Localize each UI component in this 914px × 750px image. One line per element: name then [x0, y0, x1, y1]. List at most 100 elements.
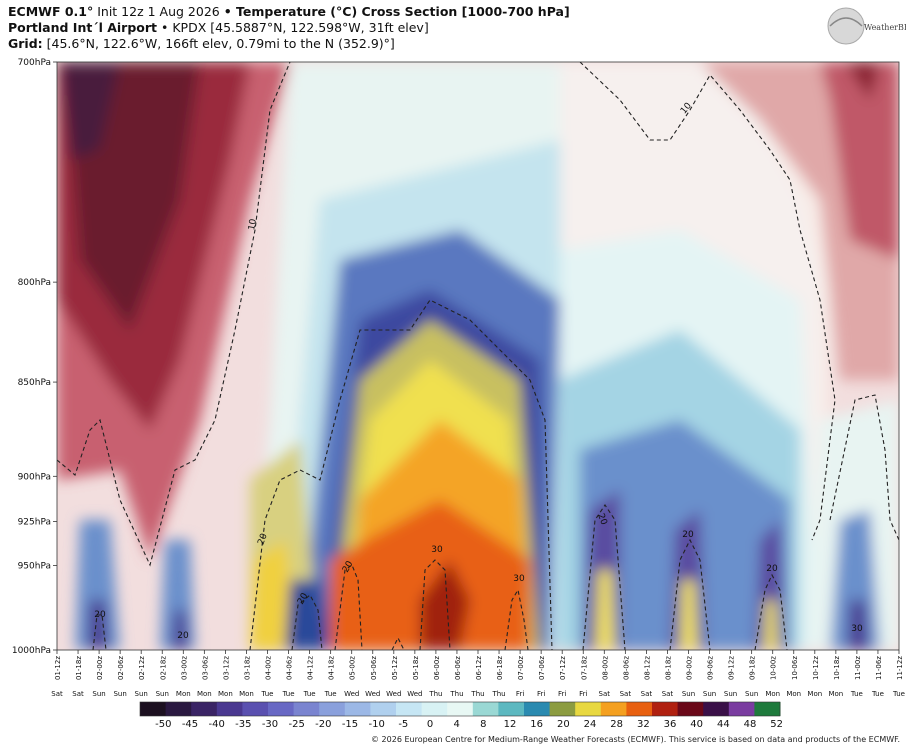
contour-label: 20: [595, 512, 608, 526]
temperature-region: [330, 500, 530, 650]
x-tick-label: 11-12z: [896, 656, 904, 680]
colorbar-tick-label: 28: [610, 719, 623, 730]
x-day-label: Fri: [516, 690, 524, 698]
y-axis: 700hPa 800hPa 850hPa 900hPa 925hPa 950hPa 1000…: [12, 58, 57, 656]
contour-label: 30: [431, 545, 443, 555]
colorbar-swatch: [140, 702, 167, 716]
y-tick-label: 850hPa: [18, 378, 51, 388]
x-tick-label: 03-06z: [201, 656, 209, 680]
x-tick-label: 06-06z: [454, 656, 462, 680]
contour-line: [391, 636, 405, 650]
x-day-label: Fri: [558, 690, 566, 698]
colorbar-tick-label: -20: [315, 719, 331, 730]
x-tick-label: 03-12z: [222, 656, 230, 680]
colorbar-tick-label: -30: [262, 719, 278, 730]
logo-text: WeatherBELL: [864, 23, 906, 32]
x-tick-label: 02-00z: [96, 656, 104, 680]
contour-line: [754, 573, 788, 650]
x-tick-label: 04-18z: [328, 656, 336, 680]
x-tick-label: 01-18z: [75, 656, 83, 680]
grid-label: Grid:: [8, 36, 43, 51]
colorbar-border: [139, 701, 781, 717]
colorbar-tick-label: -45: [182, 719, 198, 730]
temperature-region: [848, 600, 868, 650]
x-tick-label: 08-00z: [601, 656, 609, 680]
logo-arc: [829, 17, 863, 27]
colorbar-tick-label: 8: [480, 719, 486, 730]
y-tick-label: 800hPa: [18, 278, 51, 288]
temperature-region: [595, 570, 615, 650]
x-tick-label: 05-18z: [412, 656, 420, 680]
colorbar-swatch: [728, 702, 755, 716]
colorbar-tick-label: 20: [557, 719, 570, 730]
x-tick-label: 09-12z: [728, 656, 736, 680]
temperature-region: [830, 510, 880, 650]
contour-label: 20: [256, 532, 269, 546]
temperature-region: [420, 560, 470, 650]
y-tick-label: 1000hPa: [12, 646, 51, 656]
x-tick-label: 09-18z: [749, 656, 757, 680]
header-line-2: Portland Int´l Airport • KPDX [45.5887°N…: [8, 20, 429, 36]
colorbar-swatch: [472, 702, 499, 716]
x-tick-label: 10-00z: [770, 656, 778, 680]
x-day-label: Sat: [662, 690, 674, 698]
temperature-region: [820, 62, 899, 260]
x-tick-label: 09-00z: [686, 656, 694, 680]
x-tick-label: 03-18z: [243, 656, 251, 680]
x-day-label: Thu: [449, 690, 463, 698]
x-tick-label: 05-06z: [370, 656, 378, 680]
x-day-label: Fri: [537, 690, 545, 698]
colorbar-swatch: [293, 702, 320, 716]
colorbar-swatch: [191, 702, 218, 716]
colorbar-tick-label: 4: [453, 719, 459, 730]
x-tick-label: 03-00z: [180, 656, 188, 680]
model-label: ECMWF 0.1°: [8, 4, 94, 19]
colorbar-swatch: [652, 702, 679, 716]
x-day-label: Sun: [703, 690, 716, 698]
colorbar-swatch: [421, 702, 448, 716]
init-label: Init 12z 1 Aug 2026: [93, 4, 224, 19]
colorbar-swatch: [165, 702, 192, 716]
temperature-region: [75, 520, 120, 650]
x-day-label: Sun: [156, 690, 169, 698]
x-axis: 01-12z Sat 01-18z Sat 02-00z Sun 02-06z Sun 02-1…: [51, 650, 905, 698]
colorbar-tick-label: 32: [637, 719, 650, 730]
x-tick-label: 02-06z: [117, 656, 125, 680]
x-tick-label: 05-00z: [349, 656, 357, 680]
x-day-label: Thu: [491, 690, 505, 698]
weatherbell-logo: WeatherBELL: [827, 7, 906, 45]
x-tick-label: 07-18z: [580, 656, 588, 680]
y-tick-label: 950hPa: [18, 561, 51, 571]
x-tick-label: 04-06z: [286, 656, 294, 680]
temperature-region: [60, 62, 120, 160]
x-tick-label: 11-06z: [875, 656, 883, 680]
x-day-label: Sat: [599, 690, 611, 698]
colorbar-swatch: [268, 702, 295, 716]
colorbar-tick-label: 36: [664, 719, 677, 730]
temperature-region: [88, 600, 108, 650]
x-tick-label: 08-06z: [622, 656, 630, 680]
x-tick-label: 02-18z: [159, 656, 167, 680]
logo-circle: [827, 7, 865, 45]
x-tick-label: 10-18z: [833, 656, 841, 680]
colorbar: -50 -45 -40 -35 -30 -25 -20 -15 -10 -5 0 4 8 12 16 20 24…: [139, 701, 783, 730]
station-name: Portland Int´l Airport: [8, 20, 158, 35]
x-day-label: Sat: [641, 690, 653, 698]
x-day-label: Wed: [344, 690, 359, 698]
contour-line: [829, 394, 899, 541]
x-day-label: Sat: [51, 690, 63, 698]
colorbar-tick-label: 48: [744, 719, 757, 730]
temperature-region: [172, 610, 188, 650]
x-tick-label: 07-12z: [559, 656, 567, 680]
x-day-label: Wed: [365, 690, 380, 698]
x-day-label: Tue: [892, 690, 905, 698]
x-tick-label: 04-00z: [265, 656, 273, 680]
y-tick-label: 900hPa: [18, 472, 51, 482]
chart-title: • Temperature (°C) Cross Section [1000-7…: [223, 4, 570, 19]
x-day-label: Mon: [176, 690, 191, 698]
temperature-region: [764, 600, 778, 650]
y-tick-label: 700hPa: [18, 58, 51, 68]
x-day-label: Fri: [579, 690, 587, 698]
colorbar-swatch: [600, 702, 627, 716]
